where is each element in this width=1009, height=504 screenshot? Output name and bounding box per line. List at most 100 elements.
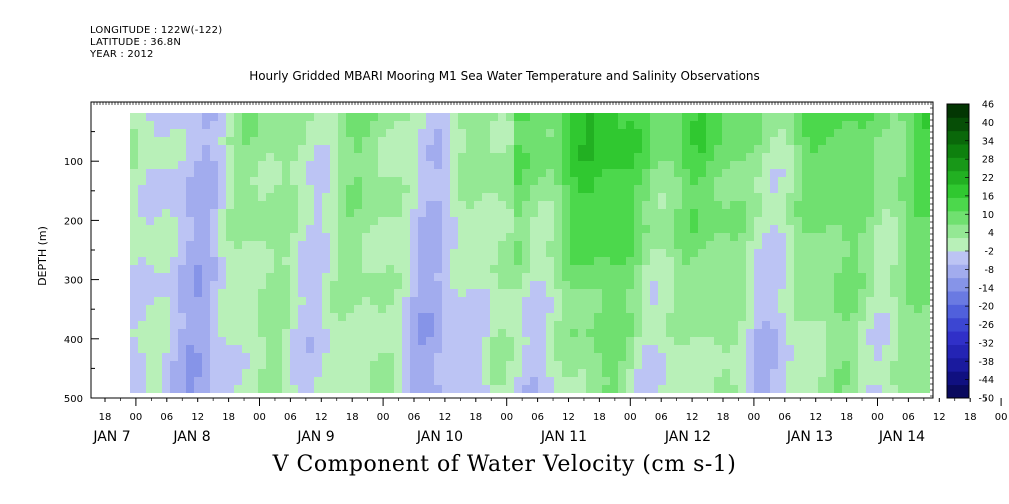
heatmap-cell xyxy=(570,241,578,249)
heatmap-cell xyxy=(642,377,650,385)
heatmap-cell xyxy=(130,313,138,321)
heatmap-cell xyxy=(922,153,930,161)
heatmap-cell xyxy=(898,329,906,337)
heatmap-cell xyxy=(866,249,874,257)
heatmap-cell xyxy=(298,281,306,289)
heatmap-cell xyxy=(618,217,626,225)
heatmap-cell xyxy=(314,257,322,265)
heatmap-cell xyxy=(730,289,738,297)
heatmap-cell xyxy=(178,185,186,193)
heatmap-cell xyxy=(610,121,618,129)
heatmap-cell xyxy=(578,313,586,321)
heatmap-cell xyxy=(466,137,474,145)
colorbar-label: -20 xyxy=(978,302,994,313)
heatmap-cell xyxy=(258,369,266,377)
heatmap-cell xyxy=(250,313,258,321)
heatmap-cell xyxy=(322,265,330,273)
heatmap-cell xyxy=(786,353,794,361)
heatmap-cell xyxy=(674,209,682,217)
heatmap-cell xyxy=(746,113,754,121)
heatmap-cell xyxy=(882,265,890,273)
heatmap-cell xyxy=(554,209,562,217)
heatmap-cell xyxy=(690,297,698,305)
heatmap-cell xyxy=(362,273,370,281)
heatmap-cell xyxy=(578,121,586,129)
heatmap-cell xyxy=(650,225,658,233)
heatmap-cell xyxy=(322,305,330,313)
heatmap-cell xyxy=(594,329,602,337)
heatmap-cell xyxy=(890,233,898,241)
heatmap-cell xyxy=(682,337,690,345)
heatmap-cell xyxy=(314,185,322,193)
heatmap-cell xyxy=(658,273,666,281)
heatmap-cell xyxy=(466,321,474,329)
heatmap-cell xyxy=(594,313,602,321)
heatmap-cell xyxy=(834,329,842,337)
heatmap-cell xyxy=(666,273,674,281)
heatmap-cell xyxy=(450,137,458,145)
heatmap-cell xyxy=(490,209,498,217)
heatmap-cell xyxy=(202,321,210,329)
heatmap-cell xyxy=(202,297,210,305)
heatmap-cell xyxy=(378,297,386,305)
heatmap-cell xyxy=(850,249,858,257)
heatmap-cell xyxy=(442,185,450,193)
heatmap-cell xyxy=(458,289,466,297)
heatmap-cell xyxy=(330,161,338,169)
heatmap-cell xyxy=(922,241,930,249)
heatmap-cell xyxy=(874,281,882,289)
heatmap-cell xyxy=(306,281,314,289)
heatmap-cell xyxy=(562,121,570,129)
heatmap-cell xyxy=(594,241,602,249)
heatmap-cell xyxy=(418,377,426,385)
heatmap-cell xyxy=(218,369,226,377)
heatmap-cell xyxy=(626,161,634,169)
heatmap-cell xyxy=(378,217,386,225)
heatmap-cell xyxy=(522,353,530,361)
heatmap-cell xyxy=(138,177,146,185)
heatmap-cell xyxy=(458,353,466,361)
heatmap-cell xyxy=(370,353,378,361)
heatmap-cell xyxy=(338,177,346,185)
heatmap-cell xyxy=(514,281,522,289)
heatmap-cell xyxy=(194,201,202,209)
heatmap-cell xyxy=(266,193,274,201)
heatmap-cell xyxy=(482,257,490,265)
heatmap-cell xyxy=(834,209,842,217)
heatmap-cell xyxy=(562,225,570,233)
colorbar-label: -32 xyxy=(978,338,994,349)
heatmap-cell xyxy=(602,257,610,265)
heatmap-cell xyxy=(266,377,274,385)
heatmap-cell xyxy=(922,225,930,233)
heatmap-cell xyxy=(346,121,354,129)
heatmap-cell xyxy=(826,273,834,281)
heatmap-cell xyxy=(154,385,162,393)
heatmap-cell xyxy=(210,145,218,153)
heatmap-cell xyxy=(642,169,650,177)
heatmap-cell xyxy=(674,193,682,201)
heatmap-cell xyxy=(346,241,354,249)
heatmap-cell xyxy=(546,153,554,161)
heatmap-cell xyxy=(146,161,154,169)
heatmap-cell xyxy=(250,121,258,129)
heatmap-cell xyxy=(890,209,898,217)
heatmap-cell xyxy=(874,161,882,169)
heatmap-cell xyxy=(602,305,610,313)
heatmap-cell xyxy=(394,161,402,169)
heatmap-cell xyxy=(194,241,202,249)
heatmap-cell xyxy=(786,153,794,161)
heatmap-cell xyxy=(210,169,218,177)
heatmap-cell xyxy=(210,353,218,361)
heatmap-cell xyxy=(434,313,442,321)
heatmap-cell xyxy=(506,233,514,241)
heatmap-cell xyxy=(306,377,314,385)
heatmap-cell xyxy=(698,257,706,265)
heatmap-cell xyxy=(874,321,882,329)
heatmap-cell xyxy=(730,209,738,217)
heatmap-cell xyxy=(914,281,922,289)
heatmap-cell xyxy=(514,329,522,337)
heatmap-cell xyxy=(890,201,898,209)
heatmap-cell xyxy=(402,129,410,137)
heatmap-cell xyxy=(682,241,690,249)
heatmap-cell xyxy=(386,217,394,225)
